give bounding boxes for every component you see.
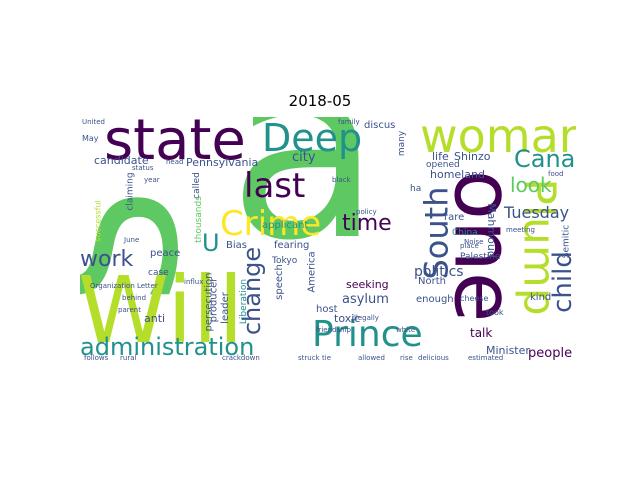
word-crime: Crime (220, 204, 322, 244)
word-prince: Prince (312, 314, 423, 355)
word-semitic: Semitic (561, 224, 572, 259)
word-work: work (80, 247, 134, 272)
word-homeland: homeland (430, 168, 485, 181)
word-bias: Bias (226, 240, 247, 251)
word-influx: influx (184, 278, 204, 286)
word-tie: tie (322, 354, 331, 362)
word-estimated: estimated (468, 354, 504, 362)
word-north: North (418, 276, 446, 287)
word-food: food (548, 170, 564, 178)
word-asylum: asylum (342, 292, 389, 307)
word-june: June (124, 236, 140, 244)
word-toxic: toxic (334, 312, 361, 325)
word-kind: kind (530, 292, 552, 303)
word-pennsylvania: Pennsylvania (186, 156, 259, 169)
word-called: called (191, 172, 202, 199)
word-year: year (144, 176, 160, 184)
word-city: city (292, 150, 316, 165)
word-follows: follows (84, 354, 109, 362)
word-will: Will (80, 257, 244, 364)
word-time: time (342, 211, 392, 236)
word-may: May (82, 134, 99, 143)
word-mahmoud: Mahmoud (484, 203, 498, 258)
word-enough: enough (416, 294, 454, 305)
word-a-hat: â (228, 117, 382, 295)
word-opened: opened (426, 160, 460, 170)
word-liberation: Liberation (239, 278, 250, 325)
word-look: look (510, 173, 552, 197)
word-illegally: illegally (352, 314, 379, 322)
word-place: place (460, 242, 479, 250)
word-rare: rare (444, 212, 465, 223)
word-fearing: fearing (274, 240, 310, 251)
word-tuesday: Tuesday (504, 203, 570, 222)
word-meeting: meeting (506, 226, 536, 234)
word-persecution: persecution (203, 272, 215, 332)
word-family: family (338, 118, 360, 126)
word-struck: struck (298, 354, 320, 362)
word-allowed: allowed (358, 354, 385, 362)
word-politics: politics (414, 264, 464, 280)
word-people: people (528, 346, 573, 361)
word-noise: Noise (464, 238, 484, 246)
word-minister: Minister (486, 344, 530, 357)
word-administration: administration (80, 333, 255, 361)
word-candidate: candidate (94, 154, 149, 167)
word-u: U (202, 229, 220, 257)
word-life: life (432, 150, 449, 163)
word-host: host (316, 304, 338, 315)
word-status: status (132, 164, 154, 172)
word-crackdown: crackdown (222, 354, 260, 362)
word-claiming: claiming (125, 172, 136, 211)
word-organization-letter: Organization Letter (90, 282, 158, 290)
word-policy: policy (356, 208, 377, 216)
word-palestine: Palestine (460, 252, 501, 262)
word-thousands: thousands (193, 196, 204, 243)
word-peace: peace (150, 248, 181, 259)
word-took: took (486, 308, 504, 317)
word-delicious: delicious (418, 354, 449, 362)
word-united: United (82, 118, 105, 126)
word-tokyo: Tokyo (272, 256, 298, 266)
word-applicant: applicant (262, 220, 309, 231)
word-deep: Deep (262, 117, 363, 160)
word-woman: woman (420, 117, 576, 163)
word-anti: anti (144, 312, 166, 325)
word-last: last (244, 166, 306, 206)
word-behind: behind (122, 294, 147, 302)
word-parent: parent (118, 306, 141, 314)
word-canada: Canada (514, 145, 576, 173)
word-leader: leader (219, 292, 231, 324)
word-successful: successful (93, 200, 103, 242)
word-discus: discus (364, 120, 396, 131)
word-talk: talk (470, 326, 493, 340)
word-speech: speech (273, 264, 285, 300)
word-ha: ha (410, 184, 422, 194)
word-friendship: friendship (316, 326, 351, 334)
word-cheese: cheese (460, 294, 489, 303)
word-cloud: â S Will state woman one Deep Plump Prin… (80, 117, 576, 365)
word-black: black (332, 176, 351, 184)
word-case: case (148, 268, 169, 278)
word-china: China (452, 228, 478, 238)
word-america: America (306, 251, 318, 293)
word-state: state (104, 117, 246, 173)
word-head: head (166, 158, 184, 166)
word-many: many (397, 130, 408, 157)
word-white: white (396, 326, 416, 334)
word-rise: rise (400, 354, 413, 362)
word-seeking: seeking (346, 278, 389, 291)
word-shinzo: Shinzo (454, 150, 491, 163)
word-rural: rural (120, 354, 137, 362)
chart-title: 2018-05 (288, 92, 352, 110)
word-child: child (547, 251, 576, 313)
